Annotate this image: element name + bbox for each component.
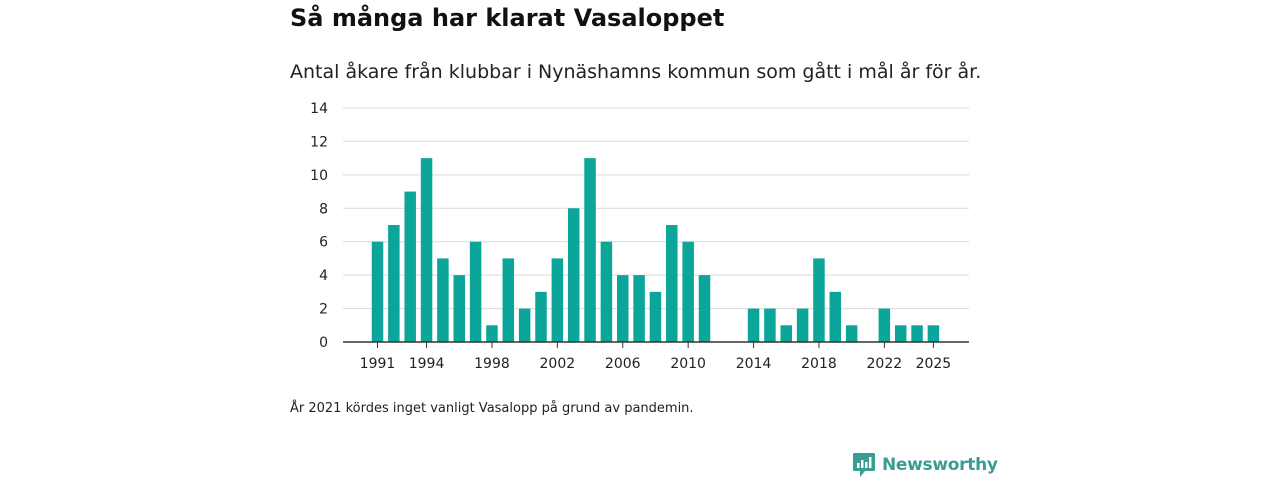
bar-1997[interactable] [469,241,482,342]
brand-logo[interactable]: Newsworthy [852,452,998,478]
bar-2016[interactable] [780,325,793,342]
newsworthy-logo-icon [853,453,875,477]
x-tick-label-1991: 1991 [360,356,396,372]
bar-2008[interactable] [649,291,662,342]
bar-1996[interactable] [453,275,466,342]
gridlines [343,107,969,310]
bar-2017[interactable] [796,308,809,342]
x-tick-label-1998: 1998 [474,356,510,372]
bar-2002[interactable] [551,258,564,342]
bar-2000[interactable] [518,308,531,342]
bar-2023[interactable] [894,325,907,342]
x-tick-label-1994: 1994 [409,356,445,372]
y-tick-label-2: 2 [319,302,328,318]
y-tick-label-10: 10 [310,168,328,184]
x-tick-label-2018: 2018 [801,356,837,372]
bar-2005[interactable] [600,241,613,342]
y-tick-label-4: 4 [319,268,328,284]
y-tick-label-14: 14 [310,101,328,117]
bar-2025[interactable] [927,325,940,342]
bar-chart: 0 2 4 6 8 10 12 14 1991 1994 1998 2002 2006 2010 2014 2… [310,101,969,372]
bar-2022[interactable] [878,308,891,342]
bar-2004[interactable] [584,158,596,342]
bar-2019[interactable] [829,291,842,342]
y-tick-label-8: 8 [319,201,328,217]
x-tick-label-2022: 2022 [867,356,903,372]
bar-1992[interactable] [388,225,400,342]
x-tick-label-2002: 2002 [540,356,576,372]
axes: 0 2 4 6 8 10 12 14 1991 1994 1998 2002 2006 2010 2014 2… [310,101,969,372]
x-tick-label-2014: 2014 [736,356,772,372]
bar-2009[interactable] [666,225,678,342]
bar-2020[interactable] [845,325,858,342]
x-tick-label-2006: 2006 [605,356,641,372]
bar-1999[interactable] [502,258,515,342]
x-tick-label-2025: 2025 [916,356,952,372]
bar-2011[interactable] [698,275,711,342]
bar-2015[interactable] [764,308,776,342]
bar-1993[interactable] [404,191,416,342]
brand-name: Newsworthy [882,455,998,475]
chart-subtitle: Antal åkare från klubbar i Nynäshamns ko… [290,61,982,83]
footnote: År 2021 kördes inget vanligt Vasalopp på… [290,401,694,416]
bar-2024[interactable] [911,325,923,342]
y-tick-label-6: 6 [319,235,328,251]
bar-1994[interactable] [420,158,433,342]
bar-2003[interactable] [567,208,580,342]
bar-1991[interactable] [371,241,384,342]
bars [371,158,940,342]
bar-1998[interactable] [486,325,498,342]
y-tick-label-0: 0 [319,335,328,351]
bar-2007[interactable] [633,275,645,342]
bar-1995[interactable] [437,258,449,342]
bar-2010[interactable] [682,241,694,342]
bar-2018[interactable] [813,258,825,342]
bar-2006[interactable] [617,275,629,342]
chart-title: Så många har klarat Vasaloppet [290,4,725,32]
y-tick-label-12: 12 [310,134,328,150]
x-tick-label-2010: 2010 [670,356,706,372]
bar-2001[interactable] [535,291,547,342]
bar-2014[interactable] [747,308,760,342]
